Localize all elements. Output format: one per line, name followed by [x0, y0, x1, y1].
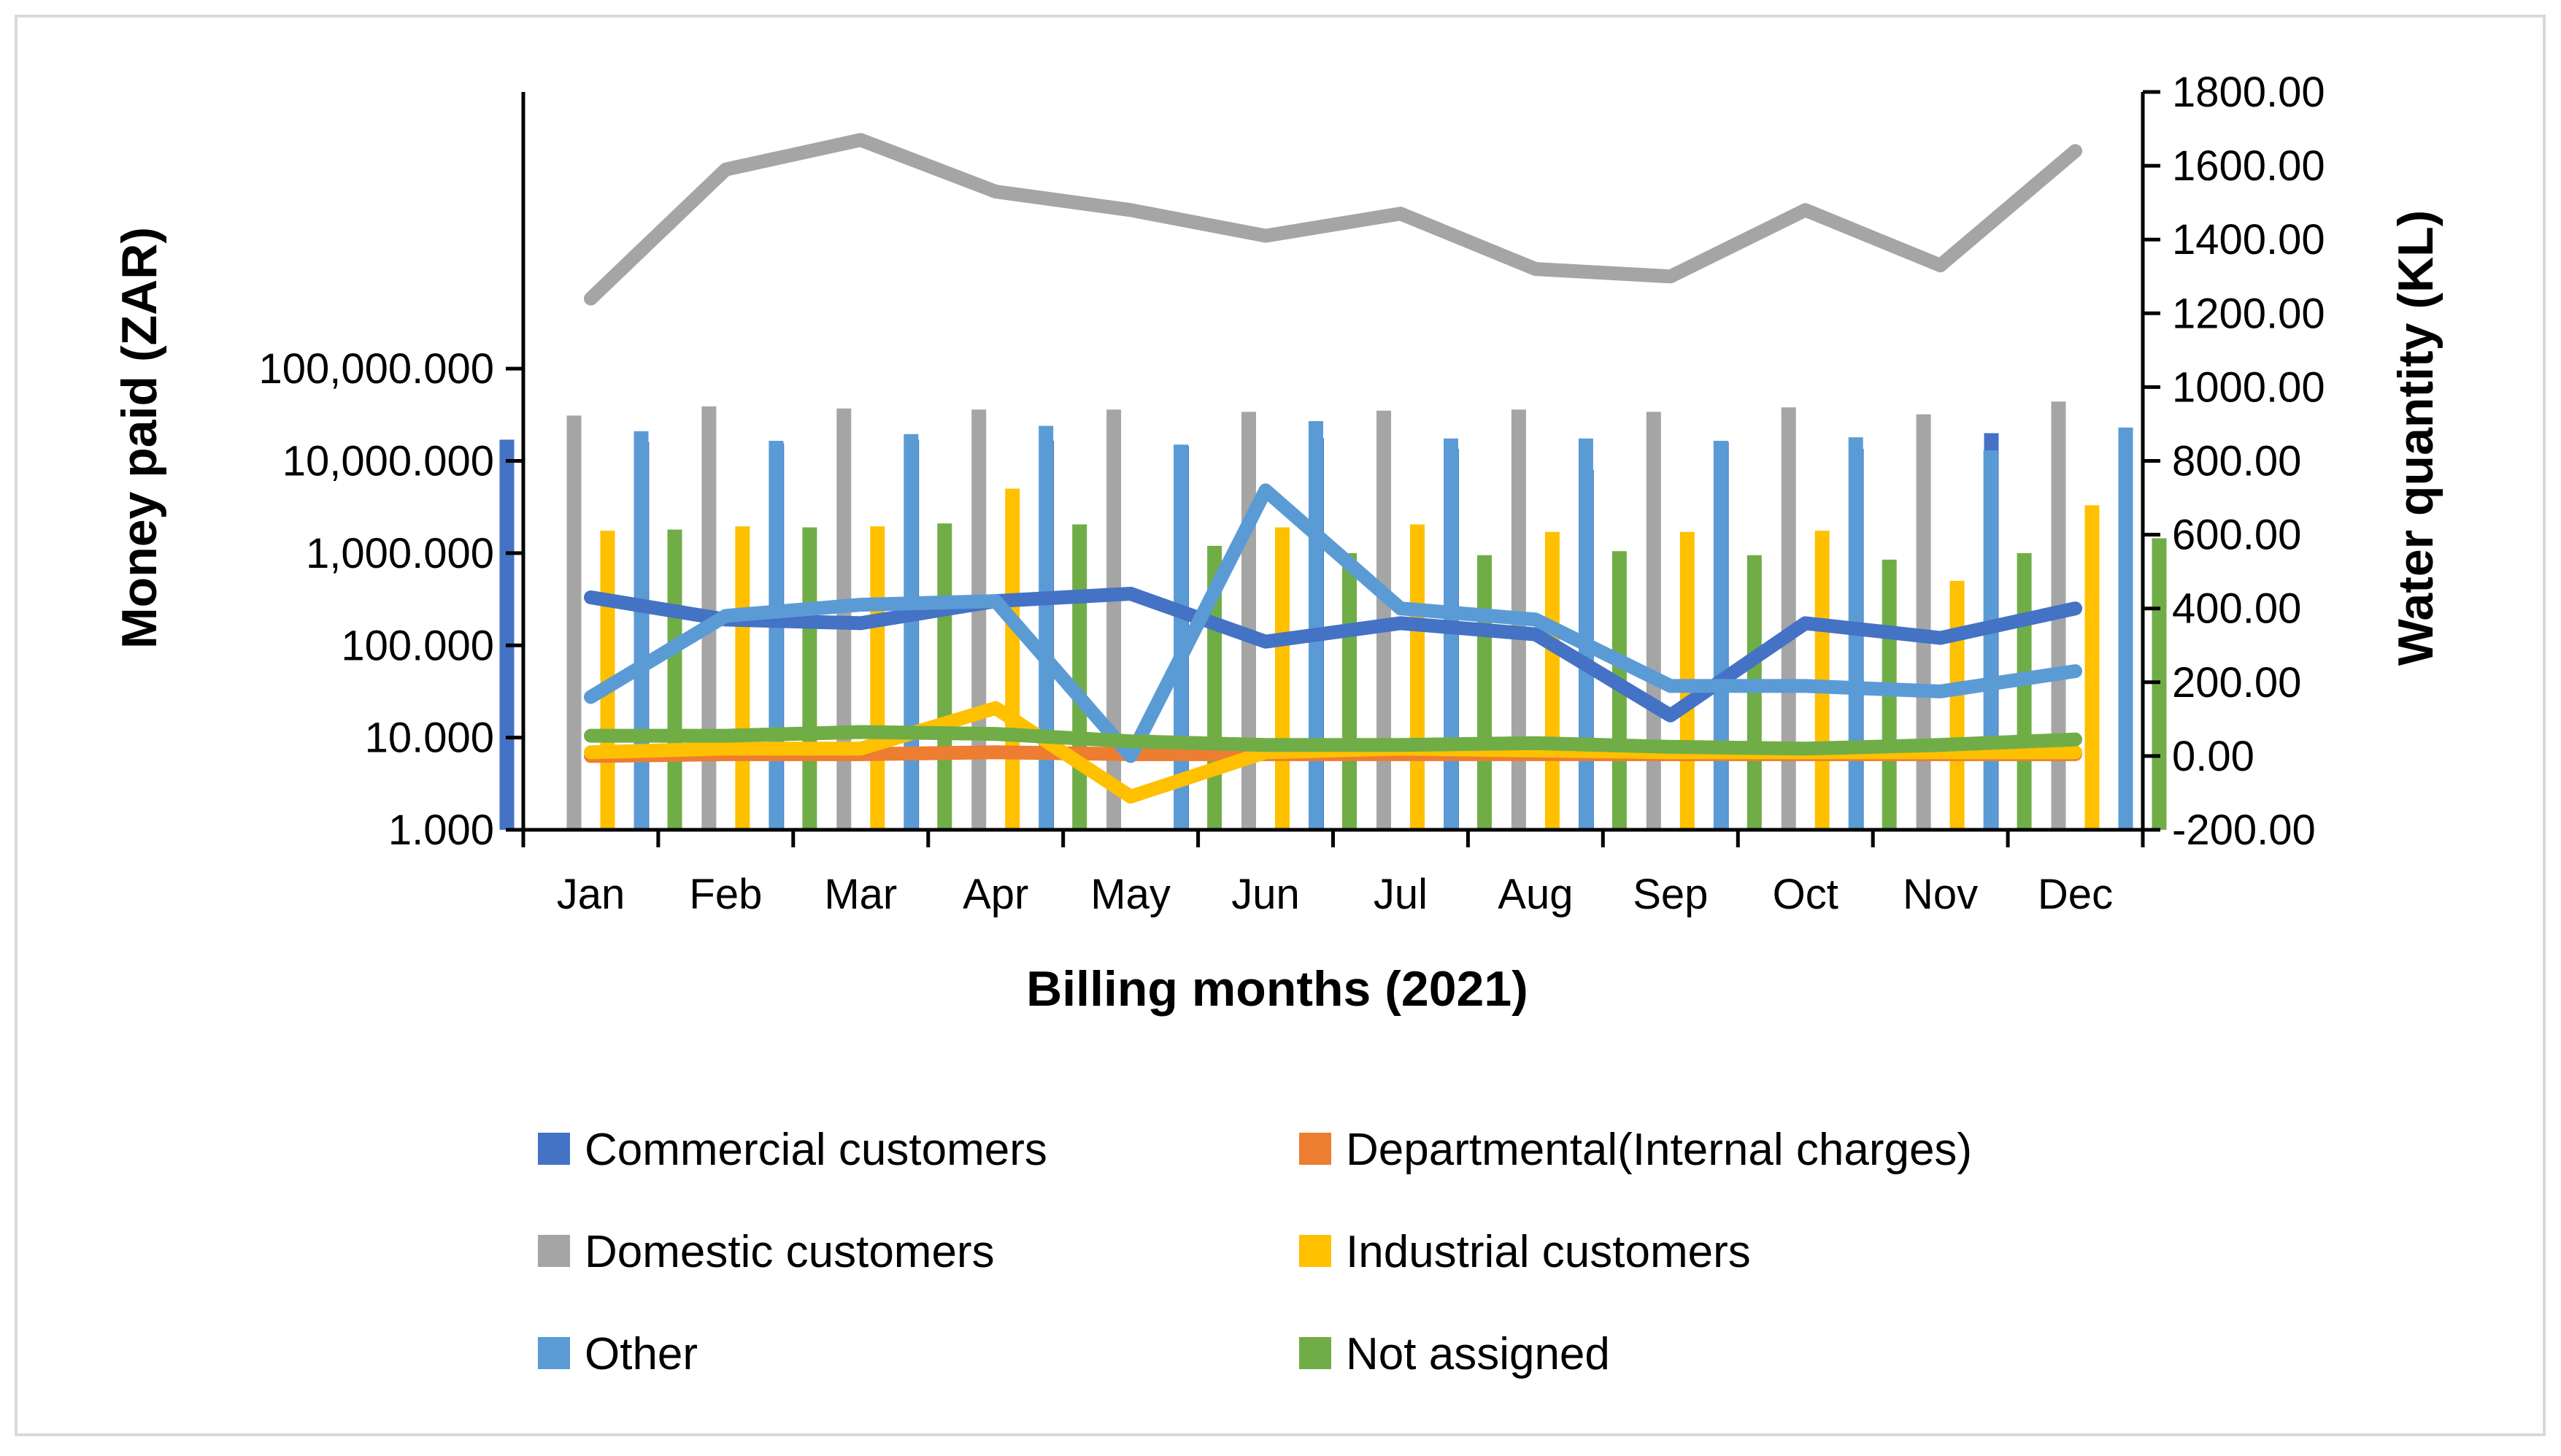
x-tick-label-may: May — [1090, 871, 1171, 918]
line-domestic-customers — [584, 133, 2082, 306]
bar-industrial-customers-mar — [870, 526, 885, 830]
bar-industrial-customers-apr — [1005, 488, 1020, 830]
y-tick-label: 1.000 — [388, 806, 494, 854]
bar-other-jan — [633, 431, 649, 830]
y2-tick-label: 1200.00 — [2172, 290, 2325, 337]
bar-industrial-customers-jun — [1275, 527, 1290, 830]
legend-label-departmental-internal-charges: Departmental(Internal charges) — [1346, 1125, 1972, 1175]
y2-tick-label: 0.00 — [2172, 733, 2254, 780]
y2-tick-label: 1400.00 — [2172, 216, 2325, 263]
y-tick-label: 100.000 — [341, 622, 494, 669]
legend-label-industrial-customers: Industrial customers — [1346, 1227, 1751, 1277]
y-tick-label: 10.000 — [365, 714, 494, 762]
line-not-assigned — [584, 725, 2082, 756]
legend-swatch-industrial-customers — [1299, 1235, 1331, 1267]
legend-label-commercial-customers: Commercial customers — [585, 1125, 1047, 1175]
bar-other-dec — [2118, 427, 2133, 830]
bar-domestic-customers-jun — [1241, 412, 1256, 830]
x-tick-label-jul: Jul — [1374, 871, 1428, 918]
y-tick-label: 1,000.000 — [306, 530, 494, 577]
y2-tick-label: 1000.00 — [2172, 363, 2325, 411]
bar-domestic-customers-apr — [971, 409, 987, 830]
y2-tick-label: -200.00 — [2172, 806, 2316, 854]
legend-swatch-departmental-internal-charges — [1299, 1133, 1331, 1165]
x-axis-title: Billing months (2021) — [1026, 961, 1528, 1017]
y2-tick-label: 800.00 — [2172, 438, 2301, 485]
bar-other-apr — [1039, 425, 1054, 830]
bar-not-assigned-jun — [1342, 552, 1357, 830]
bar-domestic-customers-sep — [1646, 412, 1661, 830]
y2-tick-label: 600.00 — [2172, 512, 2301, 559]
axes-layer — [506, 90, 2160, 847]
y-tick-label: 10,000.000 — [282, 438, 494, 485]
y2-tick-label: 200.00 — [2172, 659, 2301, 706]
bar-domestic-customers-jan — [566, 415, 582, 830]
bar-other-feb — [769, 441, 784, 830]
bar-domestic-customers-oct — [1781, 407, 1796, 830]
legend-label-domestic-customers: Domestic customers — [585, 1227, 995, 1277]
bar-other-may — [1174, 444, 1189, 830]
y2-tick-label: 1600.00 — [2172, 142, 2325, 190]
bar-other-nov — [1983, 450, 1998, 830]
bar-not-assigned-feb — [802, 527, 817, 830]
line-commercial-customers — [584, 587, 2082, 723]
x-tick-label-aug: Aug — [1498, 871, 1573, 918]
x-tick-label-nov: Nov — [1903, 871, 1978, 918]
legend-label-other: Other — [585, 1329, 698, 1379]
x-tick-label-apr: Apr — [963, 871, 1028, 918]
legend-swatch-commercial-customers — [538, 1133, 570, 1165]
bar-domestic-customers-nov — [1916, 414, 1931, 830]
bar-domestic-customers-may — [1106, 409, 1122, 830]
y2-tick-label: 1800.00 — [2172, 69, 2325, 116]
y2-tick-label: 400.00 — [2172, 585, 2301, 633]
bar-not-assigned-nov — [2017, 552, 2032, 830]
bar-industrial-customers-feb — [735, 526, 750, 830]
bar-other-sep — [1713, 441, 1728, 830]
bar-industrial-customers-aug — [1544, 531, 1560, 830]
x-tick-label-feb: Feb — [689, 871, 762, 918]
x-tick-label-oct: Oct — [1773, 871, 1838, 918]
legend: Commercial customers Departmental(Interna… — [538, 1125, 1972, 1379]
x-tick-label-dec: Dec — [2038, 871, 2113, 918]
labels-layer: Jan Feb Mar Apr May Jun Jul Aug Sep Oct Nov Dec 1.00… — [258, 69, 2325, 918]
bar-industrial-customers-jul — [1410, 524, 1425, 830]
bar-industrial-customers-dec — [2084, 505, 2100, 830]
x-tick-label-mar: Mar — [824, 871, 897, 918]
legend-swatch-not-assigned — [1299, 1337, 1331, 1369]
x-tick-label-jan: Jan — [557, 871, 625, 918]
legend-swatch-other — [538, 1337, 570, 1369]
legend-swatch-domestic-customers — [538, 1235, 570, 1267]
x-tick-label-jun: Jun — [1231, 871, 1300, 918]
y-axis-title: Money paid (ZAR) — [112, 227, 167, 649]
bar-commercial-customers-jan — [499, 439, 515, 830]
bar-not-assigned-jan — [667, 529, 682, 830]
bar-other-aug — [1578, 438, 1593, 830]
lines-layer — [584, 133, 2082, 804]
line-other — [584, 483, 2082, 763]
bar-industrial-customers-nov — [1949, 580, 1965, 830]
y-tick-label: 100,000.000 — [258, 345, 494, 393]
y2-axis-title: Water quantity (KL) — [2388, 210, 2443, 666]
legend-label-not-assigned: Not assigned — [1346, 1329, 1610, 1379]
bar-not-assigned-mar — [937, 523, 952, 830]
bar-not-assigned-apr — [1072, 524, 1087, 830]
x-tick-label-sep: Sep — [1633, 871, 1708, 918]
bar-not-assigned-jul — [1477, 555, 1492, 830]
bar-other-jun — [1309, 421, 1323, 830]
bar-other-mar — [904, 434, 919, 830]
